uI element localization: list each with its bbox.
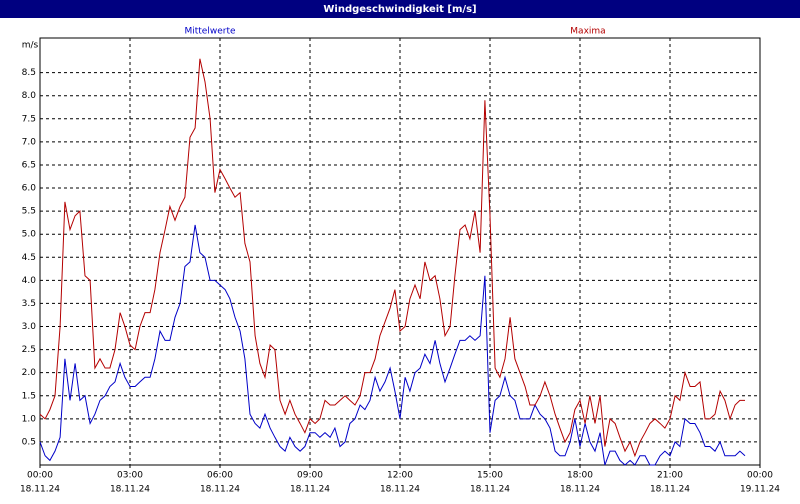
- x-tick-date: 18.11.24: [20, 485, 60, 495]
- x-tick-label: 00:00: [747, 471, 773, 481]
- y-tick-label: 1.0: [22, 414, 37, 424]
- y-tick-label: 3.0: [22, 322, 37, 332]
- legend-label: Maxima: [570, 27, 605, 37]
- chart-title: Windgeschwindigkeit [m/s]: [323, 4, 476, 15]
- y-tick-label: 8.0: [22, 91, 37, 101]
- y-tick-label: 2.5: [22, 345, 36, 355]
- title-bar: [0, 0, 800, 18]
- y-axis-label: m/s: [22, 41, 39, 51]
- x-tick-date: 18.11.24: [650, 485, 690, 495]
- x-tick-label: 21:00: [657, 471, 683, 481]
- y-tick-label: 4.5: [22, 253, 36, 263]
- x-tick-label: 03:00: [117, 471, 143, 481]
- x-tick-label: 12:00: [387, 471, 413, 481]
- y-tick-label: 3.5: [22, 299, 36, 309]
- y-tick-label: 7.0: [22, 137, 37, 147]
- x-tick-label: 00:00: [27, 471, 53, 481]
- y-tick-label: 4.0: [22, 276, 37, 286]
- x-tick-date: 18.11.24: [380, 485, 420, 495]
- x-tick-date: 18.11.24: [200, 485, 240, 495]
- legend-label: Mittelwerte: [184, 27, 235, 37]
- y-tick-label: 0.5: [22, 437, 36, 447]
- x-tick-date: 18.11.24: [290, 485, 330, 495]
- y-tick-label: 6.0: [22, 184, 37, 194]
- series-line: [39, 58, 745, 458]
- y-tick-label: 7.5: [22, 114, 36, 124]
- y-tick-label: 8.5: [22, 68, 36, 78]
- x-tick-label: 09:00: [297, 471, 323, 481]
- y-tick-label: 5.5: [22, 207, 36, 217]
- x-tick-label: 06:00: [207, 471, 233, 481]
- x-tick-label: 18:00: [567, 471, 593, 481]
- y-tick-label: 1.5: [22, 391, 36, 401]
- x-tick-label: 15:00: [477, 471, 503, 481]
- y-tick-label: 6.5: [22, 160, 36, 170]
- x-tick-date: 19.11.24: [740, 485, 780, 495]
- x-tick-date: 18.11.24: [560, 485, 600, 495]
- x-tick-date: 18.11.24: [470, 485, 510, 495]
- series-line: [39, 224, 746, 466]
- y-tick-label: 2.0: [22, 368, 37, 378]
- y-tick-label: 5.0: [22, 230, 37, 240]
- x-tick-date: 18.11.24: [110, 485, 150, 495]
